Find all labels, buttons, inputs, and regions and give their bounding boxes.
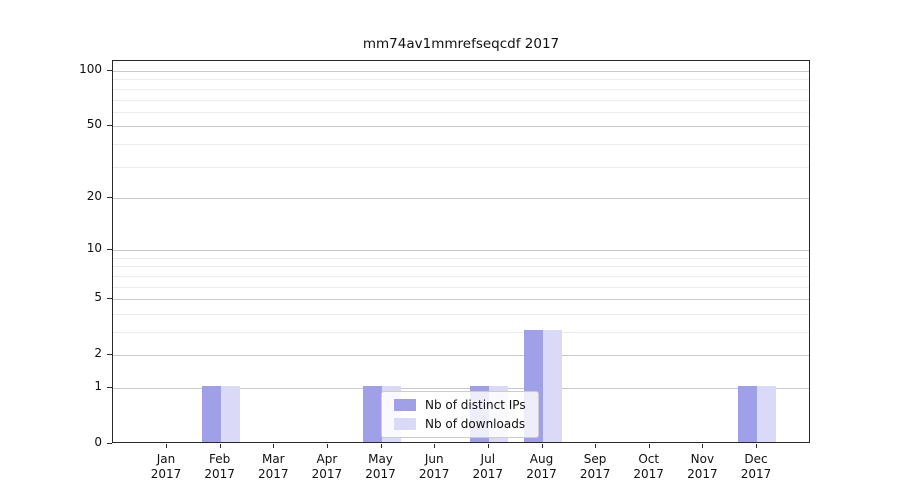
y-tick-mark (107, 387, 112, 388)
x-tick-mark (595, 444, 597, 448)
gridline-minor (113, 313, 809, 315)
legend-swatch-downloads (394, 418, 416, 430)
x-tick-label: Dec 2017 (740, 452, 772, 481)
chart-title: mm74av1mmrefseqcdf 2017 (362, 36, 560, 52)
bar-distinct-ips-dec (738, 386, 757, 442)
x-tick-label: Jun 2017 (418, 452, 450, 481)
gridline-major (113, 388, 809, 389)
y-tick-mark (107, 298, 112, 300)
y-tick-label: 20 (86, 188, 102, 203)
y-tick-label: 50 (86, 117, 102, 132)
x-tick-label: Jan 2017 (150, 452, 182, 481)
legend-label-downloads: Nb of downloads (425, 417, 526, 431)
bar-downloads-aug (542, 330, 562, 442)
y-tick-label: 1 (94, 379, 102, 393)
plot-area: Nb of distinct IPs Nb of downloads (112, 60, 810, 443)
x-tick-mark (648, 444, 650, 448)
y-tick-label: 0 (94, 435, 102, 449)
x-tick-mark (541, 444, 543, 448)
gridline-major (113, 299, 809, 301)
x-tick-mark (756, 444, 757, 448)
gridline-minor (113, 266, 809, 268)
gridline-major (113, 71, 809, 72)
x-tick-label: Apr 2017 (311, 452, 343, 481)
y-tick-mark (107, 70, 112, 71)
gridline-major (113, 197, 809, 199)
legend-item-distinct-ips: Nb of distinct IPs (394, 398, 526, 412)
y-tick-label: 10 (86, 241, 102, 256)
x-tick-mark (219, 444, 221, 448)
bar-downloads-feb (220, 386, 240, 442)
x-tick-label: Sep 2017 (579, 452, 611, 481)
gridline-minor (113, 166, 809, 168)
bar-downloads-dec (757, 386, 776, 442)
bar-distinct-ips-feb (201, 386, 221, 442)
gridline-minor (113, 332, 809, 333)
gridline-major (113, 126, 809, 128)
gridline-minor (113, 286, 809, 288)
gridline-minor (113, 275, 809, 277)
y-tick-label: 5 (94, 290, 102, 305)
gridline-major (113, 250, 809, 252)
x-tick-mark (487, 444, 489, 448)
x-tick-label: Feb 2017 (204, 452, 235, 481)
x-tick-label: Jul 2017 (472, 452, 504, 481)
y-tick-mark (107, 249, 112, 251)
x-tick-label: May 2017 (365, 452, 396, 481)
x-tick-label: Oct 2017 (633, 452, 664, 481)
x-tick-label: Nov 2017 (687, 452, 718, 481)
legend: Nb of distinct IPs Nb of downloads (381, 391, 539, 438)
y-tick-mark (107, 196, 112, 198)
y-tick-mark (107, 443, 112, 444)
gridline-minor (113, 79, 809, 81)
legend-swatch-distinct-ips (394, 399, 416, 411)
y-tick-label: 2 (94, 346, 102, 361)
gridline-minor (113, 143, 809, 145)
x-tick-mark (273, 444, 275, 448)
gridline-minor (113, 88, 809, 90)
y-tick-mark (107, 354, 112, 356)
x-tick-mark (166, 444, 167, 448)
y-tick-label: 100 (79, 62, 102, 76)
x-tick-mark (434, 444, 436, 448)
x-tick-mark (326, 444, 328, 448)
y-tick-mark (107, 125, 112, 127)
gridline-minor (113, 99, 809, 101)
x-tick-label: Mar 2017 (258, 452, 289, 481)
legend-item-downloads: Nb of downloads (394, 417, 526, 431)
gridline-minor (113, 111, 809, 113)
gridline-minor (113, 257, 809, 259)
x-tick-mark (702, 444, 704, 448)
x-tick-mark (380, 444, 382, 448)
bar-distinct-ips-may (362, 386, 382, 442)
legend-label-distinct-ips: Nb of distinct IPs (425, 398, 526, 412)
gridline-major (113, 355, 809, 357)
x-tick-label: Aug 2017 (526, 452, 557, 481)
